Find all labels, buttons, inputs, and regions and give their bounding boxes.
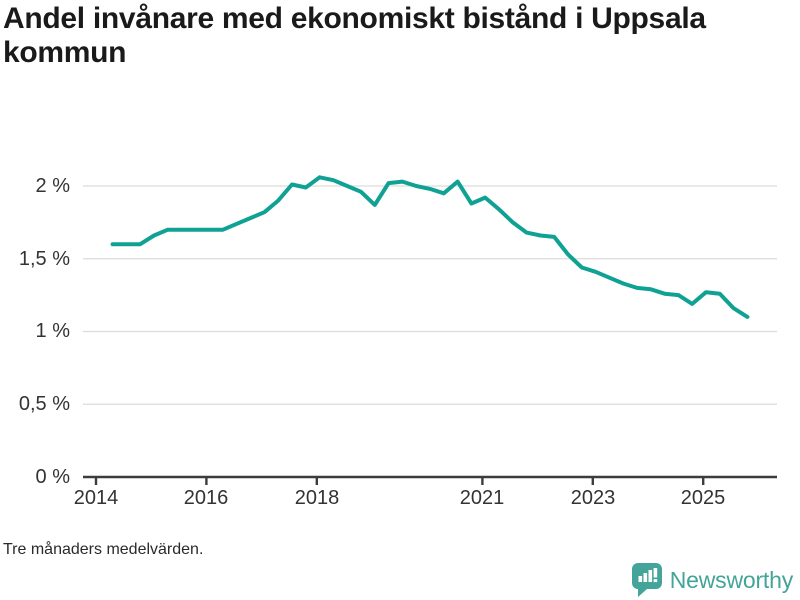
x-axis-label: 2018 [294, 487, 340, 509]
x-axis-label: 2021 [459, 487, 505, 509]
y-axis-label: 0 % [35, 466, 70, 488]
y-axis-label: 1 % [35, 320, 70, 342]
bar-chart-speech-bubble-icon [631, 563, 662, 597]
chart-title: Andel invånare med ekonomiskt bistånd i … [3, 2, 706, 69]
x-axis-label: 2025 [680, 487, 726, 509]
footnote: Tre månaders medelvärden. [3, 541, 204, 558]
y-axis-label: 2 % [35, 175, 70, 197]
x-axis-label: 2016 [183, 487, 229, 509]
y-axis-label: 1,5 % [18, 248, 70, 270]
x-axis-label: 2014 [73, 487, 119, 509]
y-axis-label: 0,5 % [18, 393, 70, 415]
x-axis-label: 2023 [570, 487, 616, 509]
newsworthy-wordmark: Newsworthy [669, 566, 793, 593]
newsworthy-logo: Newsworthy [631, 563, 793, 597]
